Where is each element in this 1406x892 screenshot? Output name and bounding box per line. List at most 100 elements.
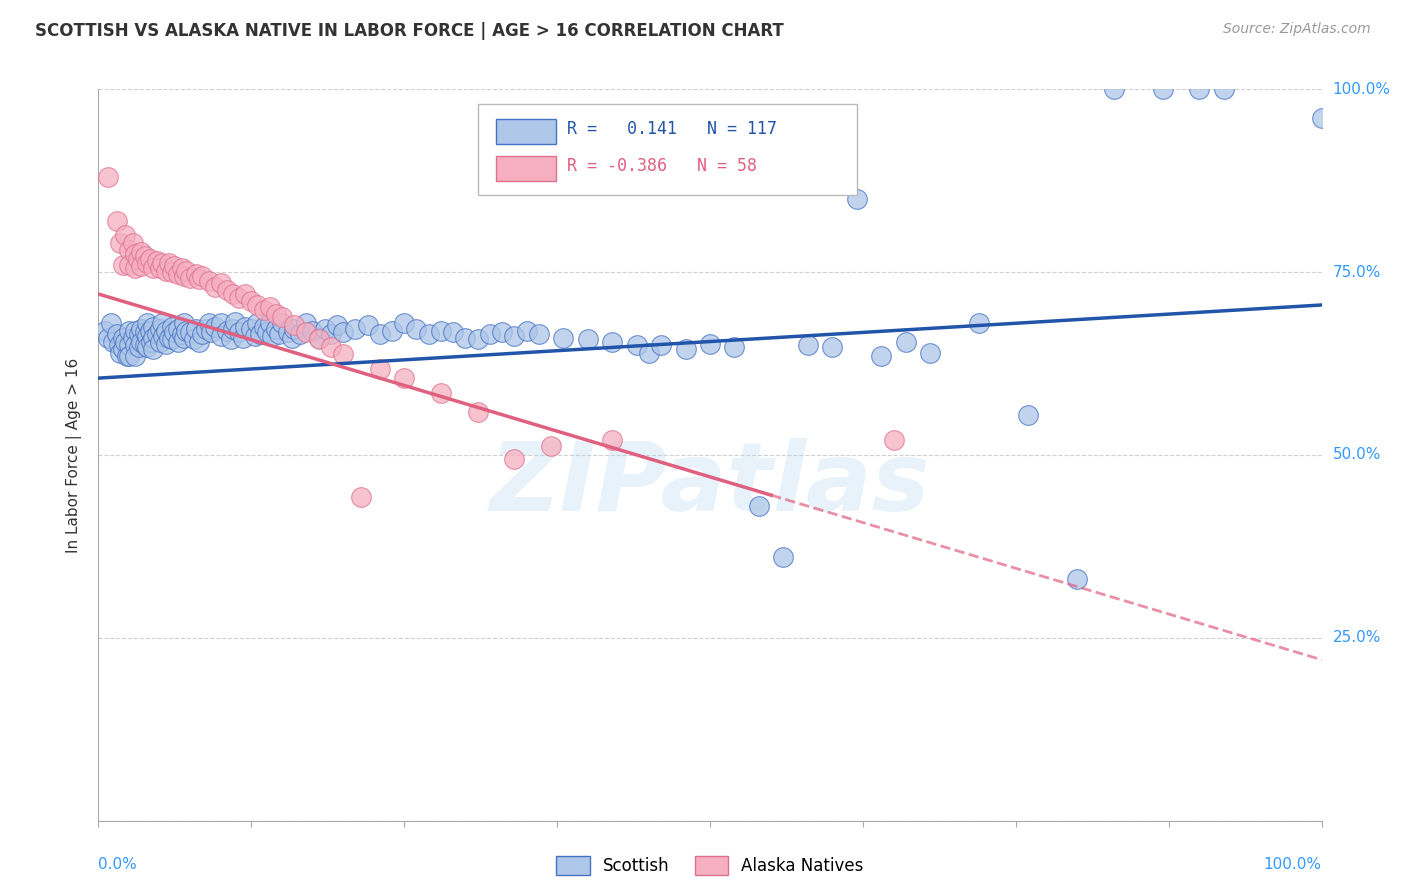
Point <box>515 324 537 338</box>
Point <box>149 322 172 336</box>
Point <box>262 329 284 343</box>
Point <box>101 334 124 349</box>
Point <box>1017 408 1039 422</box>
Point <box>344 322 367 336</box>
Point <box>1102 82 1125 96</box>
Point <box>283 322 305 336</box>
Point <box>124 324 146 338</box>
Point <box>163 325 186 339</box>
Point <box>356 318 378 332</box>
Point <box>110 235 132 250</box>
Point <box>350 491 373 505</box>
Point <box>150 256 173 270</box>
Point <box>576 332 599 346</box>
Point <box>270 316 294 330</box>
Point <box>295 325 318 339</box>
Text: R = -0.386   N = 58: R = -0.386 N = 58 <box>567 157 756 175</box>
Point <box>105 214 128 228</box>
Point <box>1212 82 1234 96</box>
Point <box>128 327 150 342</box>
Point <box>308 332 330 346</box>
Point <box>290 327 312 342</box>
Point <box>280 331 302 345</box>
Point <box>197 274 219 288</box>
Point <box>392 371 416 385</box>
Point <box>170 261 193 276</box>
Point <box>332 347 354 361</box>
Point <box>1066 572 1088 586</box>
Point <box>124 349 146 363</box>
Point <box>308 331 330 345</box>
Point <box>870 349 893 363</box>
Point <box>301 324 323 338</box>
Point <box>326 318 349 332</box>
Point <box>155 336 177 351</box>
Point <box>134 325 156 339</box>
Point <box>252 303 274 318</box>
FancyBboxPatch shape <box>496 120 555 145</box>
Point <box>118 243 141 257</box>
Point <box>100 316 122 330</box>
Point <box>136 316 159 330</box>
Point <box>136 329 159 343</box>
Point <box>157 331 180 345</box>
Point <box>179 271 201 285</box>
Point <box>134 249 156 263</box>
Point <box>209 316 232 330</box>
Point <box>150 316 173 330</box>
Point <box>277 325 299 339</box>
Point <box>527 327 550 342</box>
Point <box>118 338 141 352</box>
Point <box>183 332 205 346</box>
Point <box>264 308 287 322</box>
Point <box>111 342 134 356</box>
Point <box>332 325 354 339</box>
Point <box>118 258 141 272</box>
Point <box>1310 112 1333 126</box>
Point <box>219 332 242 346</box>
Point <box>121 235 143 250</box>
Point <box>167 267 190 281</box>
Point <box>441 325 464 339</box>
Point <box>600 334 623 349</box>
Point <box>204 320 226 334</box>
Point <box>97 169 120 184</box>
Point <box>105 327 128 342</box>
Point <box>163 259 186 273</box>
Text: ZIPatlas: ZIPatlas <box>489 438 931 531</box>
Point <box>314 322 336 336</box>
Point <box>139 252 162 266</box>
Point <box>173 268 195 283</box>
Point <box>772 550 794 565</box>
Point <box>167 322 190 336</box>
Legend: Scottish, Alaska Natives: Scottish, Alaska Natives <box>550 849 870 882</box>
Point <box>209 329 232 343</box>
Point <box>155 324 177 338</box>
Point <box>392 316 416 330</box>
Point <box>160 320 183 334</box>
Point <box>139 334 162 349</box>
Point <box>228 291 250 305</box>
Point <box>467 405 489 419</box>
Point <box>108 338 131 352</box>
Point <box>240 294 263 309</box>
Text: SCOTTISH VS ALASKA NATIVE IN LABOR FORCE | AGE > 16 CORRELATION CHART: SCOTTISH VS ALASKA NATIVE IN LABOR FORCE… <box>35 22 785 40</box>
Point <box>478 327 501 342</box>
Point <box>650 338 672 352</box>
Point <box>124 261 146 276</box>
Text: 25.0%: 25.0% <box>1333 631 1381 645</box>
Point <box>222 287 245 301</box>
Point <box>187 272 209 286</box>
Point <box>723 340 745 354</box>
Text: 75.0%: 75.0% <box>1333 265 1381 279</box>
Point <box>129 259 152 273</box>
Point <box>111 331 134 345</box>
Point <box>118 349 141 363</box>
Point <box>121 331 143 345</box>
Point <box>187 334 209 349</box>
Point <box>173 331 195 345</box>
Point <box>467 332 489 346</box>
Point <box>160 332 183 346</box>
Point <box>228 325 250 339</box>
Point <box>454 331 477 345</box>
